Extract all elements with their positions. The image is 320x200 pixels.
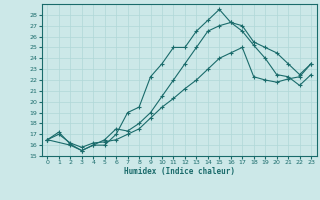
X-axis label: Humidex (Indice chaleur): Humidex (Indice chaleur) [124, 167, 235, 176]
